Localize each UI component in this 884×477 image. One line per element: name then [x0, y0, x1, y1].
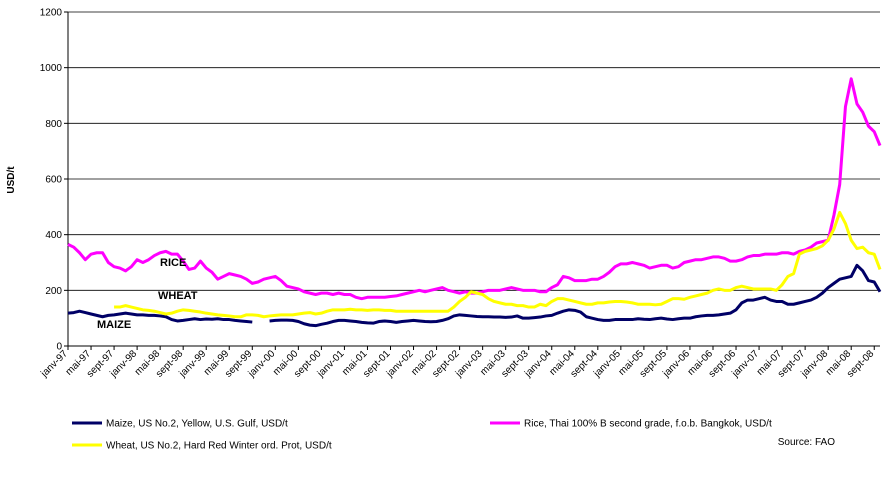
- y-tick-label: 200: [45, 286, 62, 297]
- series-line: [114, 210, 882, 319]
- y-tick-label: 400: [45, 230, 62, 241]
- y-tick-label: 0: [56, 342, 62, 353]
- series-line: [67, 263, 882, 328]
- legend-label: Wheat, US No.2, Hard Red Winter ord. Pro…: [106, 441, 332, 452]
- y-tick-label: 600: [45, 175, 62, 186]
- y-tick-label: 1200: [40, 8, 63, 19]
- y-tick-label: 1000: [40, 63, 63, 74]
- series-annotation: MAIZE: [97, 319, 131, 331]
- legend-label: Rice, Thai 100% B second grade, f.o.b. B…: [524, 419, 772, 430]
- series-line: [67, 77, 882, 301]
- legend-label: Maize, US No.2, Yellow, U.S. Gulf, USD/t: [106, 419, 288, 430]
- series-annotation: WHEAT: [158, 290, 198, 302]
- y-axis-label: USD/t: [6, 166, 17, 194]
- y-tick-label: 800: [45, 119, 62, 130]
- x-tick-label: janv-97: [38, 348, 70, 380]
- series-annotation: RICE: [160, 257, 186, 269]
- source-note: Source: FAO: [778, 437, 835, 448]
